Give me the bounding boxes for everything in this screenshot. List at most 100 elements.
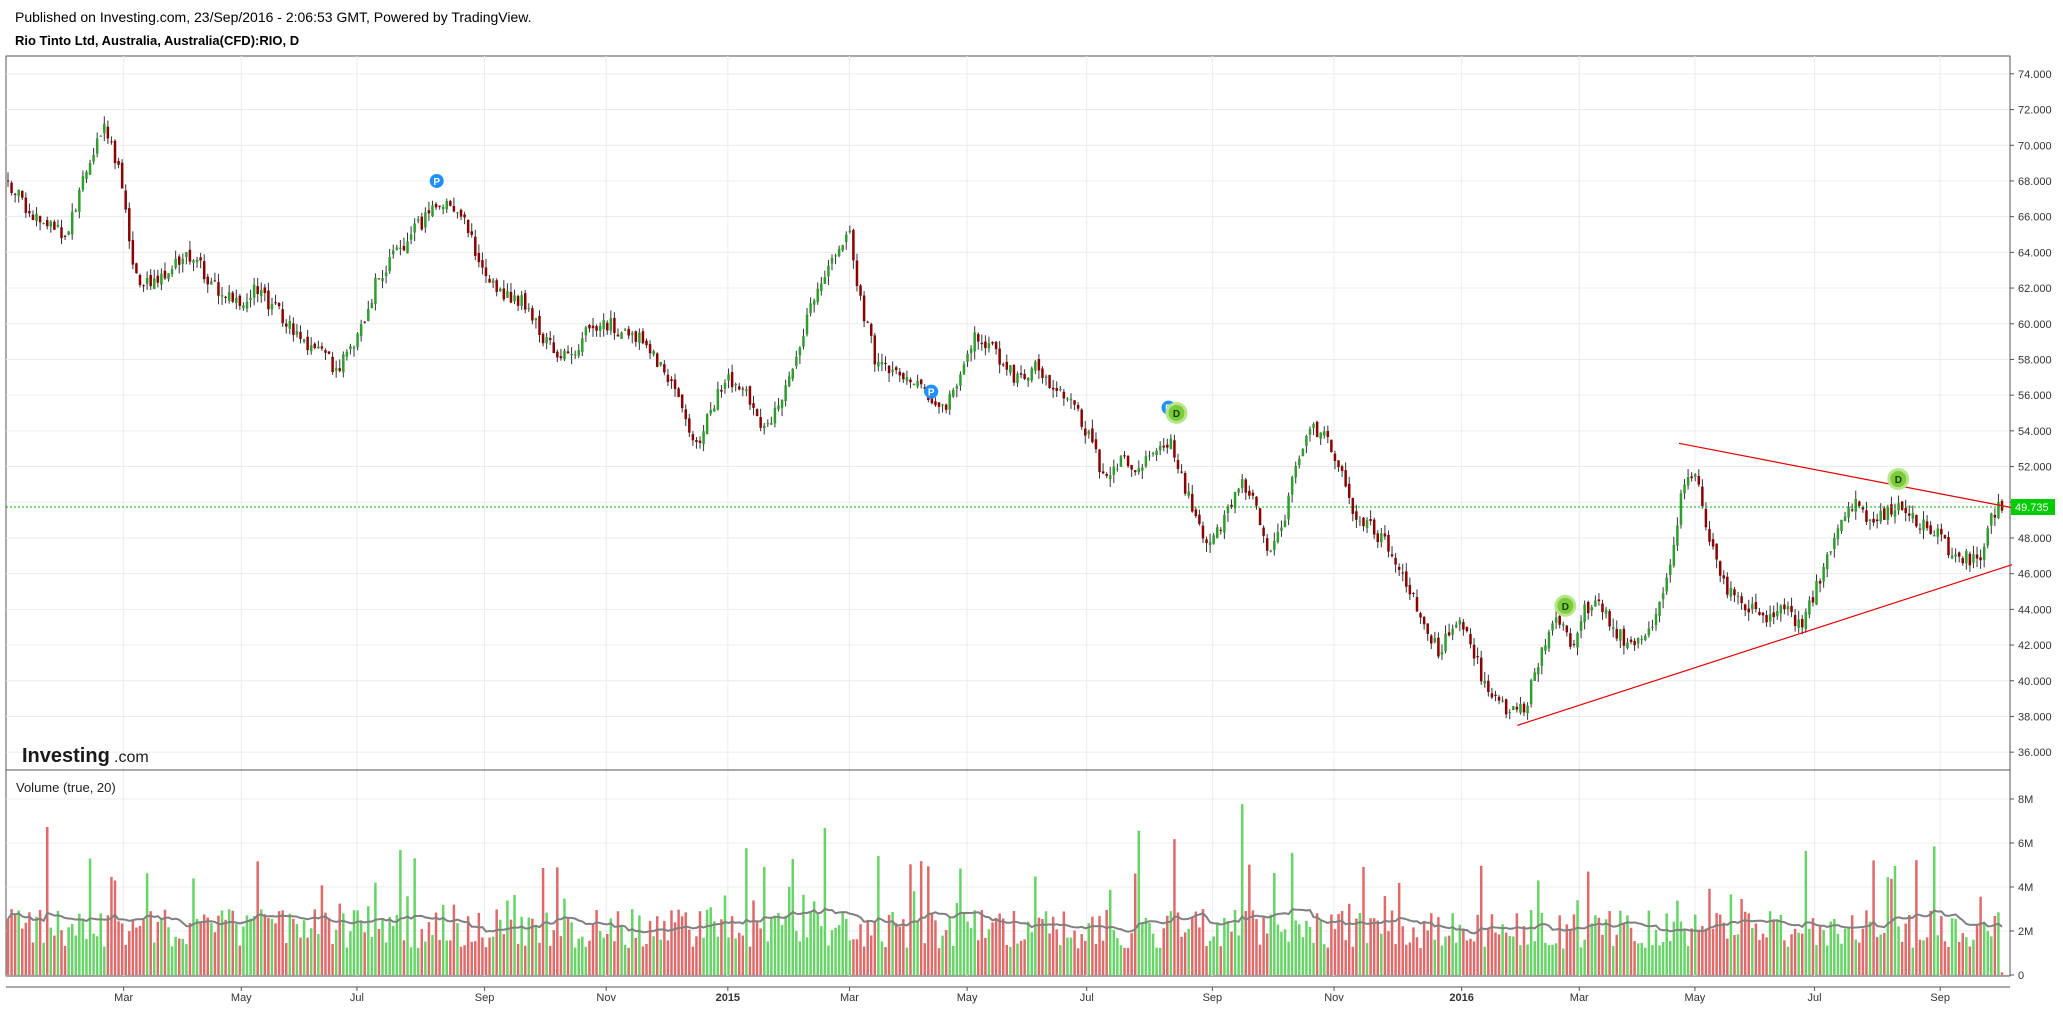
volume-bar [912,891,916,975]
candle-body [53,221,56,230]
time-tick-label: Jul [1080,992,1094,1004]
candle-body [1569,633,1572,647]
candle-body [1012,365,1016,383]
volume-bar [1112,929,1116,975]
volume-bar [1173,839,1176,975]
volume-bar [1690,928,1693,975]
volume-bar [1608,911,1611,975]
volume-bar [1166,915,1169,975]
volume-bar [1462,928,1465,975]
candle-body [1137,468,1141,473]
volume-bar [313,909,317,975]
candle-body [110,141,113,143]
volume-bar [484,947,488,975]
candle-body [103,123,106,134]
candle-body [713,408,716,412]
candle-body [377,278,381,280]
volume-bar [791,858,795,975]
volume-bar [698,911,702,975]
volume-bar [306,937,309,975]
volume-bar [1904,923,1907,975]
volume-bar [292,918,295,975]
candle-body [952,389,955,397]
volume-bar [1929,910,1932,975]
volume-bar [1897,926,1900,975]
candle-body [334,368,338,371]
volume-bar [1526,944,1529,975]
candle-body [944,404,948,410]
candle-body [930,397,934,404]
volume-bar [1850,915,1854,975]
candle-body [153,278,156,289]
volume-bar [1797,932,1800,975]
volume-bar [1722,922,1726,975]
volume-bar [17,910,20,975]
volume-bar [1494,932,1497,975]
candle-body [1982,546,1986,560]
volume-bar [256,861,259,975]
candle-body [409,234,413,240]
volume-bar [1294,920,1297,975]
volume-bar [142,919,145,975]
volume-bar [1683,929,1686,975]
candle-body [869,323,873,336]
candle-body [1786,606,1790,610]
candle-body [1048,375,1051,389]
volume-bar [538,942,541,975]
candle-body [1704,508,1708,528]
trendline [1517,564,2013,726]
candle-body [131,240,135,265]
candle-body [1693,474,1697,477]
volume-bar [420,929,424,975]
candle-body [570,353,573,356]
volume-bar [1387,931,1390,975]
candle-body [588,324,591,329]
volume-bar [1843,928,1847,975]
volume-bar [491,936,495,975]
candle-body [520,295,523,306]
volume-bar [1790,934,1793,975]
volume-bar [1519,945,1522,975]
candle-body [1808,600,1811,615]
candle-body [270,304,274,310]
candle-body [1858,501,1861,506]
volume-bar [406,896,409,975]
candle-body [1180,471,1183,473]
candle-body [1454,624,1458,628]
volume-bar [1123,947,1126,975]
candle-body [1248,490,1251,496]
volume-bar [1858,942,1861,975]
candle-body [645,340,648,346]
candle-body [1119,456,1123,467]
price-tick-label: 62.000 [2018,283,2052,295]
volume-bars [6,804,2004,975]
volume-bar [1786,946,1790,975]
volume-bar [1212,936,1215,975]
volume-bar [1547,945,1551,975]
marker-letter: P [928,388,935,399]
volume-bar [235,924,238,975]
volume-bar [1273,873,1276,975]
candle-body [1223,514,1226,533]
candle-body [67,231,70,235]
candle-body [1041,368,1044,378]
candle-body [352,347,356,349]
volume-bar [28,912,31,975]
volume-bar [566,918,570,975]
candle-body [1344,470,1347,487]
candle-body [559,356,563,359]
candle-body [1708,529,1711,542]
volume-bar [823,827,827,975]
volume-bar [1961,933,1965,975]
volume-bar [1419,948,1422,975]
volume-bar [1433,939,1437,975]
candle-body [652,351,655,355]
time-tick-label: Mar [840,992,859,1004]
volume-bar [752,900,755,975]
volume-bar [966,921,969,975]
candle-body [92,154,95,162]
volume-bar [994,917,998,975]
volume-bar [1048,933,1051,975]
candle-body [35,213,38,222]
